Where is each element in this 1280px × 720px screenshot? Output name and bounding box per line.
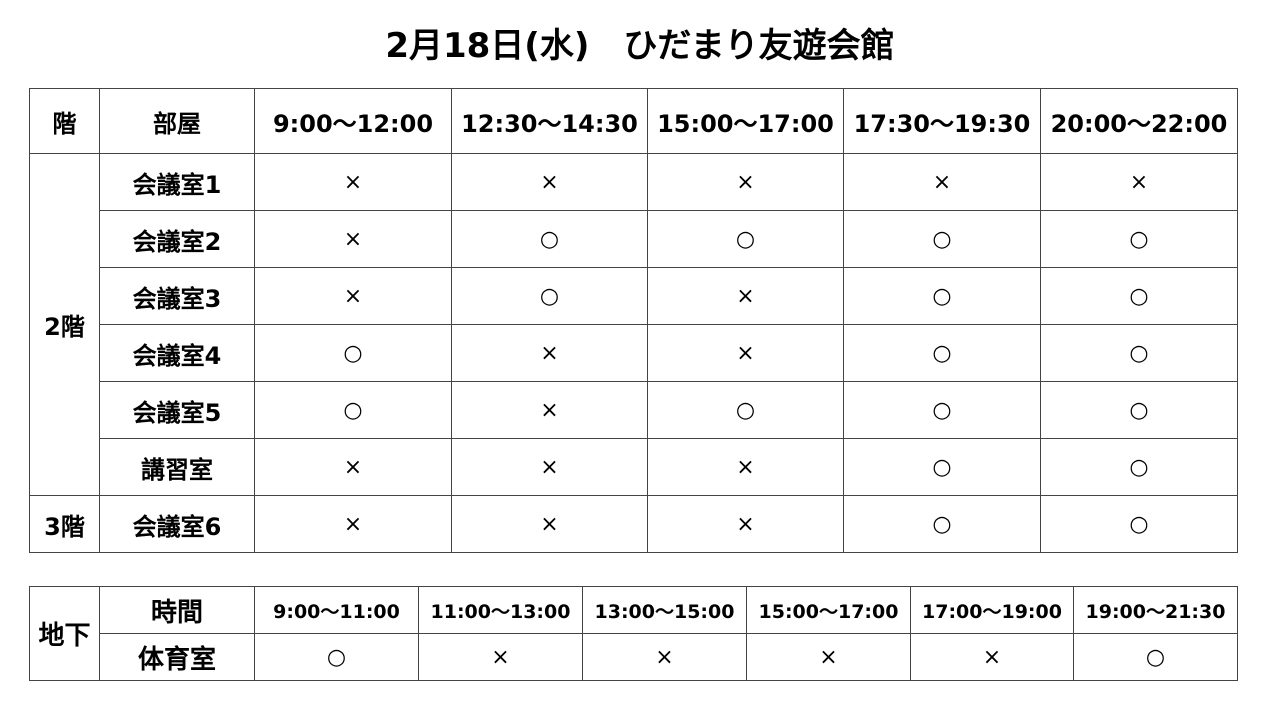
availability-cell: × [582,633,747,681]
availability-cell: ○ [451,210,648,268]
floor-label: 2階 [29,153,100,496]
availability-cell: × [254,153,452,211]
availability-cell: ○ [254,633,419,681]
availability-cell: × [418,633,583,681]
availability-cell: × [451,324,648,382]
column-header: 20:00～22:00 [1040,88,1238,154]
availability-cell: × [254,210,452,268]
table-row: 会議室4 ○ × × ○ ○ [30,324,1238,382]
time-header: 9:00～11:00 [254,586,419,634]
floor-label: 3階 [29,495,100,553]
column-header: 15:00～17:00 [647,88,844,154]
availability-cell: ○ [254,324,452,382]
room-name: 体育室 [99,633,255,681]
availability-cell: ○ [843,324,1041,382]
column-header: 階 [29,88,100,154]
table-row: 会議室2 × ○ ○ ○ ○ [30,210,1238,268]
room-name: 講習室 [99,438,255,496]
availability-cell: × [254,495,452,553]
availability-cell: ○ [843,438,1041,496]
column-header: 9:00～12:00 [254,88,452,154]
room-name: 会議室4 [99,324,255,382]
room-name: 会議室3 [99,267,255,325]
table-row: 体育室 ○ × × × × ○ [30,633,1238,681]
availability-cell: × [647,267,844,325]
time-row: 地下 時間 9:00～11:00 11:00～13:00 13:00～15:00 15:0… [29,586,1238,681]
availability-cell: ○ [647,381,844,439]
availability-cell: ○ [843,495,1041,553]
time-header: 13:00～15:00 [582,586,747,634]
column-header: 17:30～19:30 [843,88,1041,154]
availability-cell: × [451,153,648,211]
header-row: 階部屋 9:00～12:00 12:30～14:30 15:00～17:00 17:30… [29,88,1238,154]
table-row: 2階 会議室1 × × × × × [29,153,1238,496]
table-row: 講習室 × × × ○ ○ [30,438,1238,496]
availability-cell: ○ [451,267,648,325]
page-title: 2月18日(水) ひだまり友遊会館 [385,26,895,66]
table-row: 3階 会議室6 × × × ○ ○ [29,495,1238,553]
availability-cell: ○ [843,381,1041,439]
availability-cell: ○ [1040,495,1238,553]
room-name: 会議室5 [99,381,255,439]
availability-cell: ○ [1040,324,1238,382]
time-header: 11:00～13:00 [418,586,583,634]
room-name: 会議室2 [99,210,255,268]
availability-cell: ○ [1073,633,1238,681]
room-name: 会議室6 [99,495,255,553]
availability-cell: × [254,438,452,496]
basement-schedule-table: 地下 時間 9:00～11:00 11:00～13:00 13:00～15:00 15:0… [29,586,1238,681]
time-header: 17:00～19:00 [910,586,1074,634]
availability-cell: ○ [843,267,1041,325]
availability-cell: × [843,153,1041,211]
table-row: 会議室5 ○ × ○ ○ ○ [30,381,1238,439]
availability-cell: ○ [647,210,844,268]
availability-cell: × [451,495,648,553]
availability-cell: × [451,438,648,496]
time-header: 19:00～21:30 [1073,586,1238,634]
availability-cell: ○ [1040,438,1238,496]
time-label: 時間 [99,586,255,634]
availability-cell: ○ [843,210,1041,268]
availability-cell: × [647,495,844,553]
time-header: 15:00～17:00 [746,586,911,634]
availability-cell: ○ [1040,210,1238,268]
room-name: 会議室1 [99,153,255,211]
main-schedule-table: 階部屋 9:00～12:00 12:30～14:30 15:00～17:00 17:30… [29,88,1238,553]
column-header: 部屋 [99,88,255,154]
column-header: 12:30～14:30 [451,88,648,154]
availability-cell: ○ [1040,267,1238,325]
floor-label: 地下 [29,586,100,681]
availability-cell: × [647,438,844,496]
availability-cell: × [254,267,452,325]
availability-cell: × [647,153,844,211]
availability-cell: × [910,633,1074,681]
availability-cell: × [647,324,844,382]
availability-cell: × [746,633,911,681]
availability-cell: × [451,381,648,439]
availability-cell: × [1040,153,1238,211]
availability-cell: ○ [1040,381,1238,439]
availability-cell: ○ [254,381,452,439]
table-row: 会議室3 × ○ × ○ ○ [30,267,1238,325]
